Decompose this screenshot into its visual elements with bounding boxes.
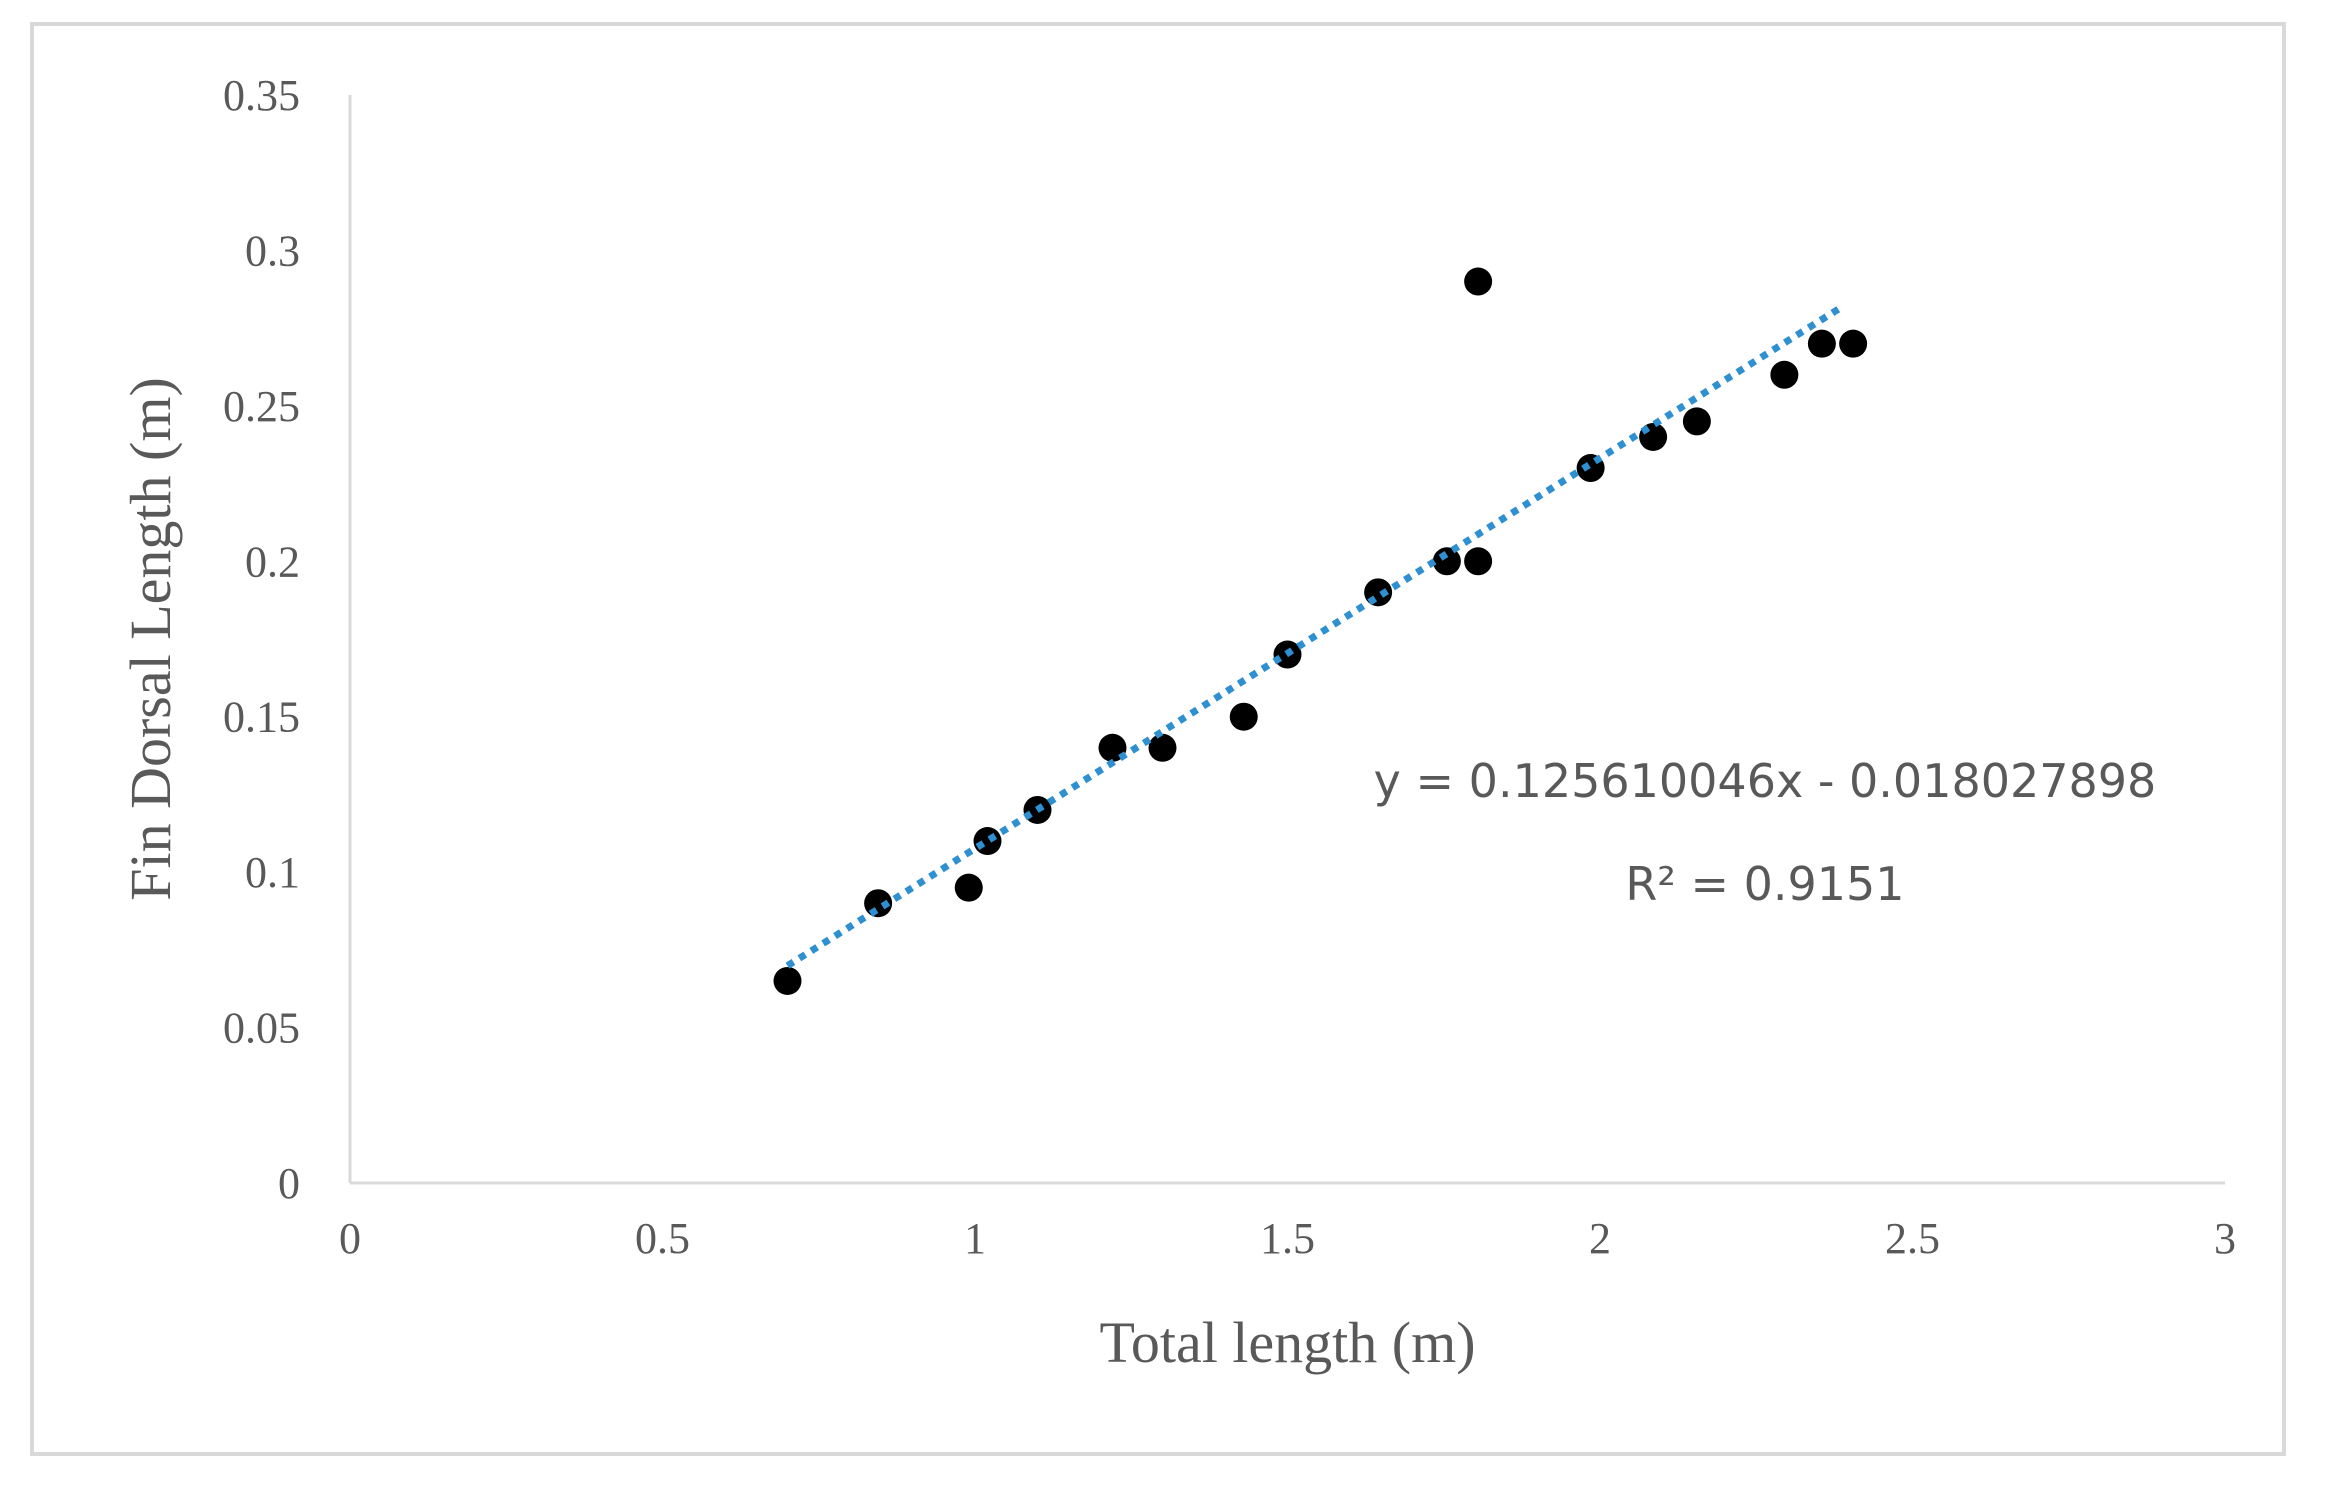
trendline-group (785, 302, 1846, 969)
x-tick-label: 0 (339, 1214, 361, 1263)
y-tick-label: 0.15 (223, 693, 300, 742)
trendline-equation: y = 0.125610046x - 0.018027898 (1374, 754, 2157, 808)
x-tick-labels: 0 0.5 1 1.5 2 2.5 3 (339, 1214, 2236, 1263)
y-axis-title: Fin Dorsal Length (m) (118, 377, 183, 901)
x-tick-label: 2 (1589, 1214, 1611, 1263)
x-tick-label: 2.5 (1885, 1214, 1940, 1263)
data-point (954, 873, 983, 902)
data-point (1229, 702, 1258, 731)
y-tick-label: 0.25 (223, 382, 300, 431)
data-point (1464, 267, 1493, 296)
data-point (1839, 329, 1868, 358)
x-tick-label: 1 (964, 1214, 986, 1263)
data-point (1148, 733, 1177, 762)
trendline (785, 302, 1846, 969)
y-tick-labels: 0 0.05 0.1 0.15 0.2 0.25 0.3 0.35 (223, 71, 300, 1208)
x-tick-label: 3 (2214, 1214, 2236, 1263)
y-tick-label: 0.2 (245, 537, 300, 586)
y-tick-label: 0.1 (245, 848, 300, 897)
x-axis-title: Total length (m) (1099, 1310, 1475, 1375)
data-point (1682, 407, 1711, 436)
y-tick-label: 0.05 (223, 1004, 300, 1053)
data-point (1464, 547, 1493, 576)
data-point (1770, 360, 1799, 389)
data-point (1807, 329, 1836, 358)
x-tick-label: 0.5 (635, 1214, 690, 1263)
data-point (973, 827, 1002, 856)
data-point (1364, 578, 1393, 607)
data-point (773, 966, 802, 995)
axes (348, 95, 2225, 1185)
x-tick-label: 1.5 (1260, 1214, 1315, 1263)
trendline-r-squared: R² = 0.9151 (1625, 857, 1904, 911)
y-tick-label: 0.3 (245, 226, 300, 275)
y-tick-label: 0 (278, 1159, 300, 1208)
y-tick-label: 0.35 (223, 71, 300, 120)
